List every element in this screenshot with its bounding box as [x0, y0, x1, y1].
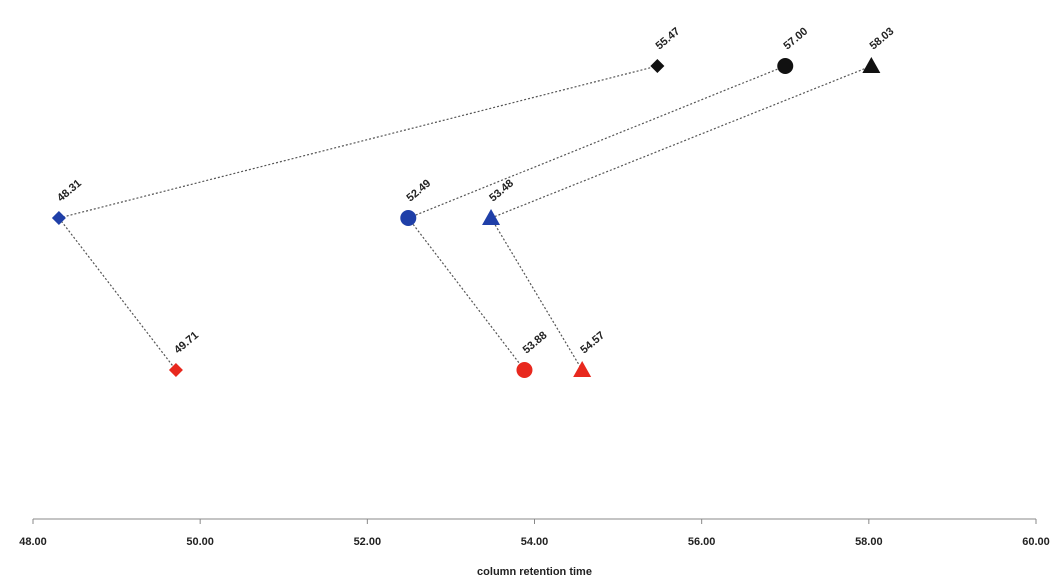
point-label-diamond-top: 55.47 [654, 25, 683, 52]
x-axis-ticks: 48.00 50.00 52.00 54.00 56.00 58.00 60.00 [19, 519, 1050, 548]
point-label-triangle-bottom: 54.57 [578, 329, 607, 356]
marker-diamond-top [650, 59, 665, 73]
point-label-triangle-middle: 53.48 [487, 177, 516, 204]
x-tick-label-56.00: 56.00 [688, 536, 716, 548]
marker-triangle-middle [482, 209, 501, 225]
marker-diamond-middle [51, 211, 66, 225]
connector-triangle-middle-to-triangle-bottom [490, 217, 583, 371]
point-label-diamond-bottom: 49.71 [172, 329, 201, 356]
x-axis: 48.00 50.00 52.00 54.00 56.00 58.00 60.00 colu… [19, 518, 1050, 578]
point-label-circle-top: 57.00 [781, 25, 810, 52]
x-tick-label-60.00: 60.00 [1022, 536, 1050, 548]
x-tick-label-48.00: 48.00 [19, 536, 47, 548]
x-tick-label-54.00: 54.00 [521, 536, 549, 548]
marker-circle-top [777, 58, 794, 74]
connector-lines [58, 65, 872, 371]
marker-triangle-top [862, 57, 881, 73]
connector-circle-middle-to-circle-top [408, 65, 786, 219]
point-markers [51, 57, 881, 378]
connector-diamond-middle-to-diamond-top [58, 65, 658, 219]
connector-diamond-middle-to-diamond-bottom [58, 217, 177, 371]
point-label-diamond-middle: 48.31 [55, 177, 84, 204]
point-label-circle-middle: 52.49 [405, 177, 434, 204]
point-label-circle-bottom: 53.88 [521, 329, 550, 356]
connector-circle-middle-to-circle-bottom [407, 217, 525, 371]
point-label-triangle-top: 58.03 [868, 25, 897, 52]
x-tick-label-50.00: 50.00 [186, 536, 214, 548]
x-tick-label-58.00: 58.00 [855, 536, 883, 548]
x-axis-title: column retention time [477, 566, 592, 578]
marker-circle-middle [400, 210, 417, 226]
connector-triangle-middle-to-triangle-top [490, 65, 872, 219]
marker-triangle-bottom [573, 361, 592, 377]
x-tick-label-52.00: 52.00 [354, 536, 382, 548]
marker-diamond-bottom [168, 363, 183, 377]
marker-circle-bottom [516, 362, 533, 378]
